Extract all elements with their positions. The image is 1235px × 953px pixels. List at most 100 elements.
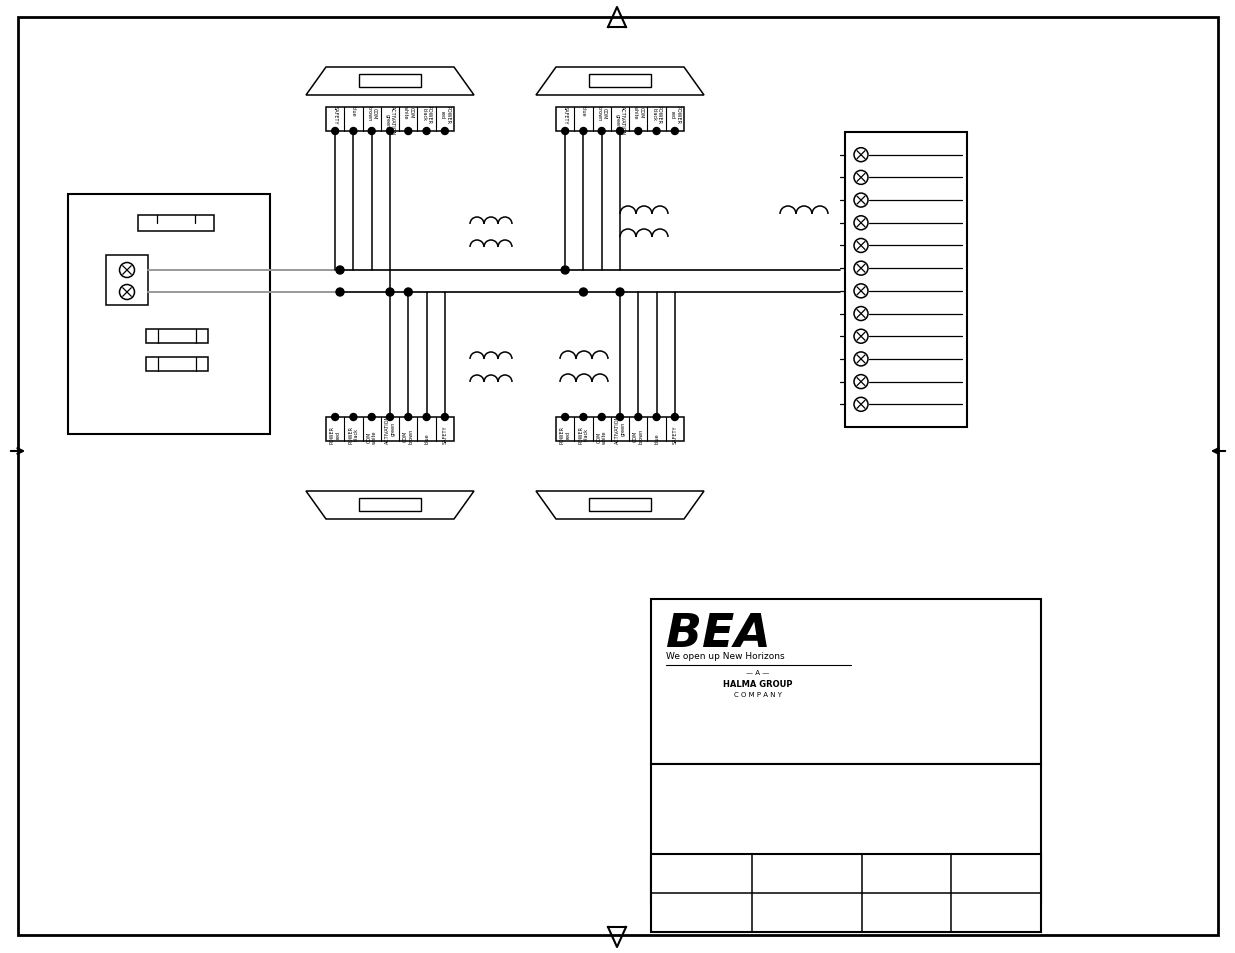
Circle shape [598,414,605,421]
Circle shape [404,289,412,296]
Circle shape [598,129,605,135]
Circle shape [368,414,375,421]
Text: POWER
black: POWER black [578,426,589,443]
Circle shape [853,330,868,344]
Text: SAFETY: SAFETY [442,425,447,443]
Circle shape [332,129,338,135]
Circle shape [350,129,357,135]
Bar [651,764,1041,904]
Text: blue: blue [655,433,659,443]
Circle shape [579,289,588,296]
Circle shape [672,414,678,421]
Circle shape [616,289,624,296]
Text: COM
white: COM white [367,430,377,443]
Circle shape [368,129,375,135]
Circle shape [580,129,587,135]
Circle shape [635,414,642,421]
Text: SAFETY: SAFETY [332,106,337,125]
Circle shape [635,129,642,135]
Circle shape [853,353,868,367]
Bar [651,599,1041,764]
Circle shape [350,414,357,421]
Bar [146,330,207,344]
Text: We open up New Horizons: We open up New Horizons [666,651,784,660]
Text: COM
white: COM white [632,106,643,119]
Circle shape [120,285,135,300]
Circle shape [332,414,338,421]
Circle shape [653,414,659,421]
Circle shape [441,414,448,421]
Bar [589,498,651,512]
Bar [146,357,207,372]
Text: BEA: BEA [666,612,771,657]
Text: C O M P A N Y: C O M P A N Y [734,691,782,698]
Polygon shape [536,492,704,519]
Bar [326,417,454,441]
Circle shape [853,193,868,208]
Bar [556,417,684,441]
Polygon shape [306,492,474,519]
Text: SAFETY: SAFETY [672,425,677,443]
Bar [326,108,454,132]
Circle shape [561,267,569,274]
Circle shape [387,414,394,421]
Text: POWER
black: POWER black [421,106,432,124]
Text: blue: blue [351,106,356,116]
Polygon shape [306,68,474,96]
Bar [68,194,270,435]
Bar [359,498,421,512]
Circle shape [387,289,394,296]
Circle shape [616,414,624,421]
Bar [138,215,214,232]
Bar [845,132,967,428]
Text: ACTIVATION
green: ACTIVATION green [615,415,625,443]
Circle shape [562,129,568,135]
Circle shape [562,414,568,421]
Circle shape [853,375,868,389]
Circle shape [441,129,448,135]
Circle shape [424,129,430,135]
Text: POWER
black: POWER black [651,106,662,124]
Circle shape [853,172,868,185]
Circle shape [616,129,624,135]
Bar [359,75,421,88]
Circle shape [405,414,411,421]
Circle shape [853,262,868,275]
Text: blue: blue [424,433,429,443]
Circle shape [672,129,678,135]
Text: COM
brown: COM brown [597,106,608,121]
Circle shape [853,307,868,321]
Bar [651,854,1041,932]
Text: COM
white: COM white [597,430,608,443]
Circle shape [653,129,659,135]
Circle shape [853,216,868,231]
Circle shape [853,149,868,163]
Circle shape [853,398,868,412]
Text: ACTIVATION
green: ACTIVATION green [384,106,395,135]
Text: COM
brown: COM brown [632,428,643,443]
Circle shape [336,289,345,296]
Text: COM
brown: COM brown [367,106,377,121]
Text: COM
brown: COM brown [403,428,414,443]
Text: POWER
black: POWER black [348,426,359,443]
Text: ACTIVATION
green: ACTIVATION green [384,415,395,443]
Bar [589,75,651,88]
Circle shape [580,414,587,421]
Circle shape [405,129,411,135]
Circle shape [853,285,868,298]
Circle shape [424,414,430,421]
Bar [556,108,684,132]
Text: POWER
red: POWER red [330,426,341,443]
Circle shape [387,129,394,135]
Text: SAFETY: SAFETY [563,106,568,125]
Text: — A —: — A — [746,669,769,676]
Text: POWER
red: POWER red [440,106,451,124]
Circle shape [336,267,345,274]
Text: POWER
red: POWER red [559,426,571,443]
Text: COM
white: COM white [403,106,414,119]
Bar [106,255,148,306]
Text: ACTIVATION
green: ACTIVATION green [615,106,625,135]
Text: blue: blue [580,106,585,116]
Circle shape [120,263,135,278]
Circle shape [853,239,868,253]
